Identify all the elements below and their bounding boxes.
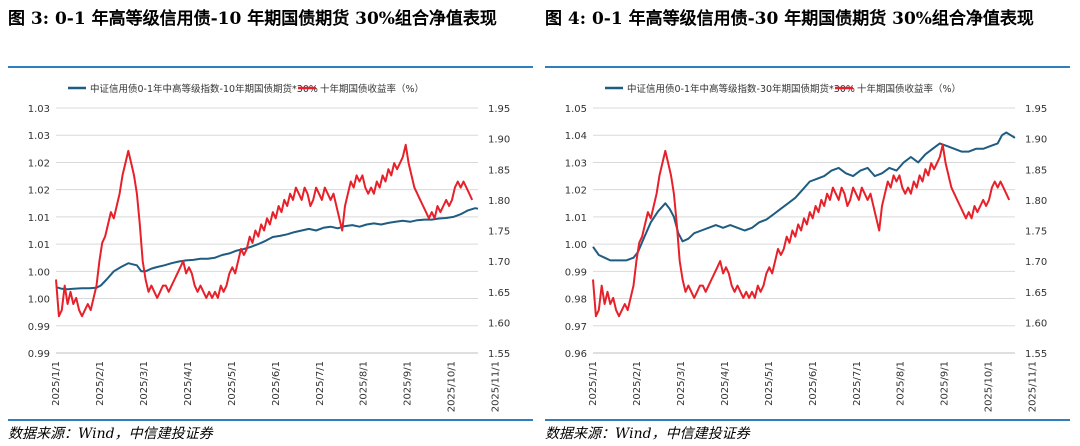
x-tick-label: 2025/4/1	[720, 361, 731, 406]
y-left-tick-label: 0.99	[28, 322, 50, 333]
y-left-tick-label: 1.02	[28, 158, 50, 169]
y-left-tick-label: 1.03	[28, 131, 50, 142]
y-right-tick-label: 1.85	[488, 165, 510, 176]
x-tick-label: 2025/2/1	[95, 361, 106, 406]
figure-4-chart: 0.96 0.97 0.98 0.99 1.00 1.01 1.02 1.03 1.04 1.05…	[565, 83, 1048, 412]
figure-4-source: 数据来源：Wind，中信建投证券	[545, 426, 750, 442]
x-tick-label: 2025/8/1	[359, 361, 370, 406]
figure-3-bottom-rule	[8, 419, 533, 421]
x-tick-label: 2025/6/1	[808, 361, 819, 406]
x-tick-label: 2025/5/1	[764, 361, 775, 406]
legend-label: 十年期国债收益率（%）	[320, 83, 424, 95]
x-tick-label: 2025/4/1	[183, 361, 194, 406]
y-right-tick-label: 1.90	[1025, 135, 1047, 146]
y-left-tick-label: 1.02	[28, 186, 50, 197]
y-left-tick-label: 0.98	[565, 295, 587, 306]
x-tick-label: 2025/2/1	[632, 361, 643, 406]
y-left-tick-label: 0.99	[565, 267, 587, 278]
y-right-tick-label: 1.75	[1025, 227, 1047, 238]
y-right-tick-label: 1.60	[488, 318, 510, 329]
y-left-tick-label: 1.03	[28, 104, 50, 115]
y-left-tick-label: 1.04	[565, 131, 587, 142]
x-tick-label: 2025/11/1	[1028, 361, 1039, 412]
figure-3: 图 3: 0-1 年高等级信用债-10 年期国债期货 30%组合净值表现 0.9…	[8, 0, 533, 446]
y-left-tick-label: 0.97	[565, 322, 587, 333]
series-line-portfolio	[592, 131, 1016, 262]
y-left-tick-label: 1.00	[28, 267, 50, 278]
series-line-portfolio	[55, 207, 479, 291]
x-tick-label: 2025/3/1	[676, 361, 687, 406]
x-tick-label: 2025/10/1	[984, 361, 995, 412]
y-right-tick-label: 1.55	[1025, 349, 1047, 360]
y-right-tick-label: 1.70	[488, 257, 510, 268]
y-right-tick-label: 1.85	[1025, 165, 1047, 176]
x-tick-label: 2025/6/1	[271, 361, 282, 406]
figure-4: 图 4: 0-1 年高等级信用债-30 年期国债期货 30%组合净值表现 0.9…	[545, 0, 1070, 446]
y-left-tick-label: 1.00	[28, 295, 50, 306]
legend-label: 中证信用债0-1年中高等级指数-10年期国债期货*30%	[90, 83, 318, 95]
y-right-tick-label: 1.90	[488, 135, 510, 146]
y-left-tick-label: 1.01	[28, 240, 50, 251]
y-right-tick-label: 1.60	[1025, 318, 1047, 329]
y-right-tick-label: 1.95	[1025, 104, 1047, 115]
figure-3-source: 数据来源：Wind，中信建投证券	[8, 426, 213, 442]
x-tick-label: 2025/11/1	[491, 361, 502, 412]
y-left-tick-label: 0.96	[565, 349, 587, 360]
x-tick-label: 2025/7/1	[852, 361, 863, 406]
figure-3-chart: 0.99 0.99 1.00 1.00 1.01 1.01 1.02 1.02 1.03 1.03…	[28, 83, 511, 412]
legend-label: 十年期国债收益率（%）	[857, 83, 961, 95]
y-right-tick-label: 1.70	[1025, 257, 1047, 268]
series-line-yield	[592, 143, 1011, 318]
x-tick-label: 2025/8/1	[896, 361, 907, 406]
y-left-tick-label: 1.01	[28, 213, 50, 224]
x-tick-label: 2025/9/1	[403, 361, 414, 406]
y-right-tick-label: 1.65	[1025, 288, 1047, 299]
figure-4-title: 图 4: 0-1 年高等级信用债-30 年期国债期货 30%组合净值表现	[545, 9, 1034, 29]
figure-4-top-rule	[545, 66, 1070, 68]
y-left-tick-label: 1.02	[565, 186, 587, 197]
y-left-tick-label: 1.00	[565, 240, 587, 251]
legend-label: 中证信用债0-1年中高等级指数-30年期国债期货*30%	[627, 83, 855, 95]
y-right-tick-label: 1.95	[488, 104, 510, 115]
y-left-tick-label: 1.03	[565, 158, 587, 169]
x-tick-label: 2025/3/1	[139, 361, 150, 406]
x-tick-label: 2025/1/1	[51, 361, 62, 406]
y-right-tick-label: 1.65	[488, 288, 510, 299]
figure-3-top-rule	[8, 66, 533, 68]
y-right-tick-label: 1.55	[488, 349, 510, 360]
x-tick-label: 2025/10/1	[447, 361, 458, 412]
y-right-tick-label: 1.80	[1025, 196, 1047, 207]
x-tick-label: 2025/1/1	[588, 361, 599, 406]
y-left-tick-label: 0.99	[28, 349, 50, 360]
series-line-yield	[55, 143, 474, 318]
figure-4-bottom-rule	[545, 419, 1070, 421]
y-right-tick-label: 1.75	[488, 227, 510, 238]
x-tick-label: 2025/5/1	[227, 361, 238, 406]
y-right-tick-label: 1.80	[488, 196, 510, 207]
x-tick-label: 2025/9/1	[940, 361, 951, 406]
y-left-tick-label: 1.01	[565, 213, 587, 224]
figure-3-title: 图 3: 0-1 年高等级信用债-10 年期国债期货 30%组合净值表现	[8, 9, 497, 29]
y-left-tick-label: 1.05	[565, 104, 587, 115]
x-tick-label: 2025/7/1	[315, 361, 326, 406]
